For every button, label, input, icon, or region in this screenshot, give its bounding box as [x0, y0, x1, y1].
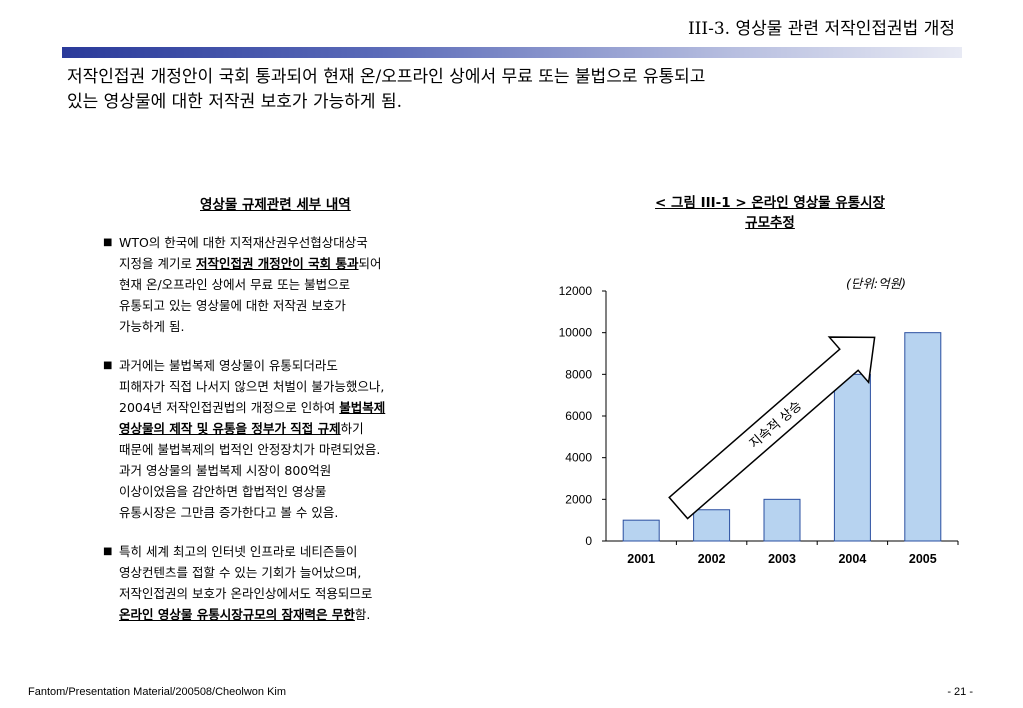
intro-line: 있는 영상물에 대한 저작권 보호가 가능하게 됨.: [67, 92, 402, 112]
bullet-text: 과거에는 불법복제 영상물이 유통되더라도: [119, 358, 338, 373]
emphasis-text: 불법복제: [339, 400, 386, 415]
emphasis-text: 영상물의 제작 및 유통을 정부가 직접 규제: [119, 421, 341, 436]
bullet-text: 저작인접권의 보호가 온라인상에서도 적용되므로: [119, 586, 373, 601]
bullet-text: 가능하게 됨.: [119, 319, 185, 334]
bar: [904, 332, 942, 542]
x-tick-label: 2002: [698, 552, 726, 566]
bullet-text: 함.: [354, 607, 371, 622]
bullet-line: 가능하게 됨.: [119, 316, 543, 337]
bullet-text: 지정을 계기로: [119, 256, 196, 271]
bullet-square-icon: ■: [103, 237, 113, 248]
emphasis-text: 온라인 영상물 유통시장규모의 잠재력은 무한: [119, 607, 355, 622]
bullet-square-icon: ■: [103, 546, 113, 557]
bullet-text: 이상이었음을 감안하면 합법적인 영상물: [119, 484, 327, 499]
bullet-line: 현재 온/오프라인 상에서 무료 또는 불법으로: [119, 274, 543, 295]
figure-caption: < 그림 III-1 > 온라인 영상물 유통시장 규모추정: [595, 193, 945, 233]
figure-caption-line: < 그림 III-1 > 온라인 영상물 유통시장: [655, 195, 885, 211]
y-tick-label: 0: [585, 534, 592, 548]
bar: [693, 509, 731, 542]
bullet-line: 지정을 계기로 저작인접권 개정안이 국회 통과되어: [119, 253, 543, 274]
bullet-line: 특히 세계 최고의 인터넷 인프라로 네티즌들이: [119, 541, 543, 562]
bar: [763, 498, 801, 542]
bullet-line: 유통되고 있는 영상물에 대한 저작권 보호가: [119, 295, 543, 316]
bullet-text: 피해자가 직접 나서지 않으면 처벌이 불가능했으나,: [119, 379, 385, 394]
x-tick-label: 2003: [768, 552, 796, 566]
unit-label: (단위:억원): [846, 276, 906, 291]
bullet-line: 2004년 저작인접권법의 개정으로 인하여 불법복제: [119, 397, 543, 418]
intro-line: 저작인접권 개정안이 국회 통과되어 현재 온/오프라인 상에서 무료 또는 불…: [67, 67, 706, 87]
bullet-line: 유통시장은 그만큼 증가한다고 볼 수 있음.: [119, 502, 543, 523]
intro-paragraph: 저작인접권 개정안이 국회 통과되어 현재 온/오프라인 상에서 무료 또는 불…: [67, 65, 947, 115]
y-tick-label: 12000: [559, 284, 593, 298]
bullet-text: 유통되고 있는 영상물에 대한 저작권 보호가: [119, 298, 346, 313]
x-tick-label: 2001: [627, 552, 655, 566]
bullet-text: 유통시장은 그만큼 증가한다고 볼 수 있음.: [119, 505, 339, 520]
bullet-text: 하기: [340, 421, 364, 436]
title-divider-bar: [62, 47, 962, 58]
bullet-text: 현재 온/오프라인 상에서 무료 또는 불법으로: [119, 277, 351, 292]
bullet-line: 과거 영상물의 불법복제 시장이 800억원: [119, 460, 543, 481]
bullet-line: 저작인접권의 보호가 온라인상에서도 적용되므로: [119, 583, 543, 604]
x-tick-label: 2004: [838, 552, 866, 566]
y-tick-label: 10000: [559, 326, 593, 340]
y-tick-label: 2000: [565, 492, 592, 506]
x-tick-label: 2005: [909, 552, 937, 566]
emphasis-text: 저작인접권 개정안이 국회 통과: [195, 256, 359, 271]
bullet-line: 영상컨텐츠를 접할 수 있는 기회가 늘어났으며,: [119, 562, 543, 583]
bullet-text: 영상컨텐츠를 접할 수 있는 기회가 늘어났으며,: [119, 565, 362, 580]
bullet-line: WTO의 한국에 대한 지적재산권우선협상대상국: [119, 232, 543, 253]
arrow-shape: [668, 336, 876, 520]
y-tick-label: 8000: [565, 367, 592, 381]
bullet-text: WTO의 한국에 대한 지적재산권우선협상대상국: [119, 235, 368, 250]
bar: [622, 519, 660, 542]
bullet-text: 2004년 저작인접권법의 개정으로 인하여: [119, 400, 340, 415]
bullet-line: 피해자가 직접 나서지 않으면 처벌이 불가능했으나,: [119, 376, 543, 397]
bullet-line: 온라인 영상물 유통시장규모의 잠재력은 무한함.: [119, 604, 543, 625]
bullet-line: 때문에 불법복제의 법적인 안정장치가 마련되었음.: [119, 439, 543, 460]
y-tick-label: 4000: [565, 451, 592, 465]
bullet-line: 영상물의 제작 및 유통을 정부가 직접 규제하기: [119, 418, 543, 439]
bullet-text: 특히 세계 최고의 인터넷 인프라로 네티즌들이: [119, 544, 358, 559]
page-number: - 21 -: [947, 686, 973, 698]
bullet-text: 때문에 불법복제의 법적인 안정장치가 마련되었음.: [119, 442, 381, 457]
bullet-square-icon: ■: [103, 360, 113, 371]
bar: [833, 373, 871, 542]
bullet-line: 이상이었음을 감안하면 합법적인 영상물: [119, 481, 543, 502]
details-heading: 영상물 규제관련 세부 내역: [200, 197, 351, 213]
footer-source: Fantom/Presentation Material/200508/Cheo…: [28, 686, 287, 698]
bullet-text: 과거 영상물의 불법복제 시장이 800억원: [119, 463, 332, 478]
bar-chart: 0 2000 4000 6000 8000 10000 12000 2001 2002 2003 2…: [559, 284, 959, 566]
figure-caption-line: 규모추정: [745, 215, 795, 231]
bullet-text: 되어: [358, 256, 382, 271]
slide-title: III-3. 영상물 관련 저작인접권법 개정: [687, 19, 955, 39]
bullet-line: 과거에는 불법복제 영상물이 유통되더라도: [119, 355, 543, 376]
y-tick-label: 6000: [565, 409, 592, 423]
